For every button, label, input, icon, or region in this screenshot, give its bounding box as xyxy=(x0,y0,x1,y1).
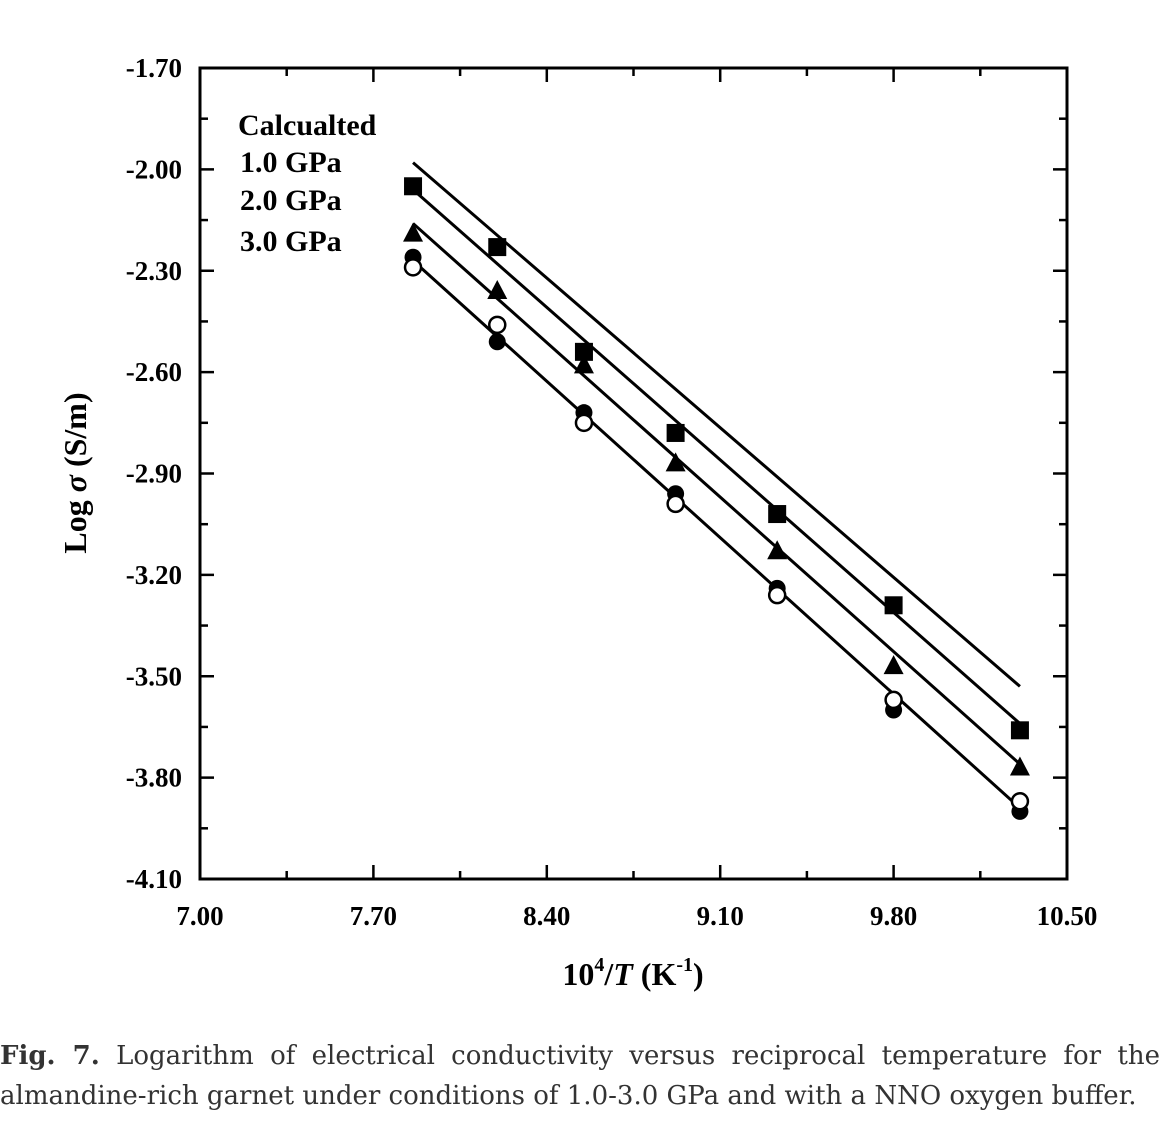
data-point-open-circle xyxy=(884,690,903,710)
data-point-open-circle xyxy=(488,315,507,335)
data-point-triangle xyxy=(487,280,508,300)
fit-line xyxy=(412,259,1021,810)
figure-caption: Fig. 7. Logarithm of electrical conducti… xyxy=(0,1036,1160,1116)
x-tick-label: 10.50 xyxy=(1037,901,1098,931)
data-point-open-circle xyxy=(666,494,685,514)
y-axis-title: Log σ (S/m) xyxy=(57,392,93,553)
y-tick-label: -3.50 xyxy=(126,661,182,691)
data-point-square xyxy=(488,238,507,257)
x-tick-labels: 7.00 7.70 8.40 9.10 9.80 10.50 xyxy=(176,901,1097,931)
data-point-square xyxy=(404,177,423,196)
data-point-triangle xyxy=(1009,756,1030,776)
y-tick-label: -2.60 xyxy=(126,357,182,387)
data-point-triangle xyxy=(767,540,788,560)
y-tick-label: -3.80 xyxy=(126,763,182,793)
caption-label: Fig. 7. xyxy=(0,1041,100,1071)
axis-ticks xyxy=(198,66,1069,881)
x-tick-label: 7.70 xyxy=(350,901,397,931)
fit-line xyxy=(412,222,1021,766)
data-point-open-circle xyxy=(1010,792,1030,811)
data-point-square xyxy=(884,596,903,615)
caption-line-2: almandine-rich garnet under conditions o… xyxy=(0,1081,1137,1111)
data-point-square xyxy=(666,423,685,442)
y-tick-label: -1.70 xyxy=(126,53,182,83)
data-point-triangle xyxy=(665,452,686,472)
data-points xyxy=(403,177,1030,820)
data-point-triangle xyxy=(883,655,904,675)
legend: Calcualted 1.0 GPa 2.0 GPa 3.0 GPa xyxy=(238,109,377,258)
y-tick-label: -3.20 xyxy=(126,560,182,590)
caption-line-1: Logarithm of electrical conductivity ver… xyxy=(99,1041,1161,1071)
fit-line xyxy=(412,161,1021,688)
legend-entry: 1.0 GPa xyxy=(240,146,342,179)
data-point-open-circle xyxy=(403,258,423,277)
fit-lines xyxy=(412,161,1021,810)
data-point-triangle xyxy=(573,354,594,374)
fit-line xyxy=(412,188,1021,725)
x-tick-label: 9.10 xyxy=(697,901,744,931)
data-point-open-circle xyxy=(574,413,594,433)
x-tick-label: 9.80 xyxy=(870,901,917,931)
data-point-square xyxy=(1010,721,1029,740)
data-point-filled-circle xyxy=(488,333,506,351)
data-point-square xyxy=(768,505,787,524)
y-tick-label: -2.00 xyxy=(126,154,182,184)
legend-entry: 3.0 GPa xyxy=(240,225,342,258)
x-tick-label: 7.00 xyxy=(176,901,223,931)
y-tick-labels: -1.70 -2.00 -2.30 -2.60 -2.90 -3.20 -3.50 -3.80… xyxy=(126,53,182,894)
x-tick-label: 8.40 xyxy=(523,901,570,931)
legend-entry: Calcualted xyxy=(238,109,377,142)
data-point-triangle xyxy=(403,222,424,242)
y-tick-label: -2.90 xyxy=(126,459,182,489)
y-tick-label: -4.10 xyxy=(126,864,182,894)
x-axis-title: 104/T (K-1) xyxy=(562,954,703,992)
chart: 7.00 7.70 8.40 9.10 9.80 10.50 -1.70 -2.00 -2.3… xyxy=(57,53,1097,992)
legend-entry: 2.0 GPa xyxy=(240,184,342,217)
data-point-square xyxy=(574,342,593,361)
y-tick-label: -2.30 xyxy=(126,256,182,286)
data-point-open-circle xyxy=(767,585,787,605)
